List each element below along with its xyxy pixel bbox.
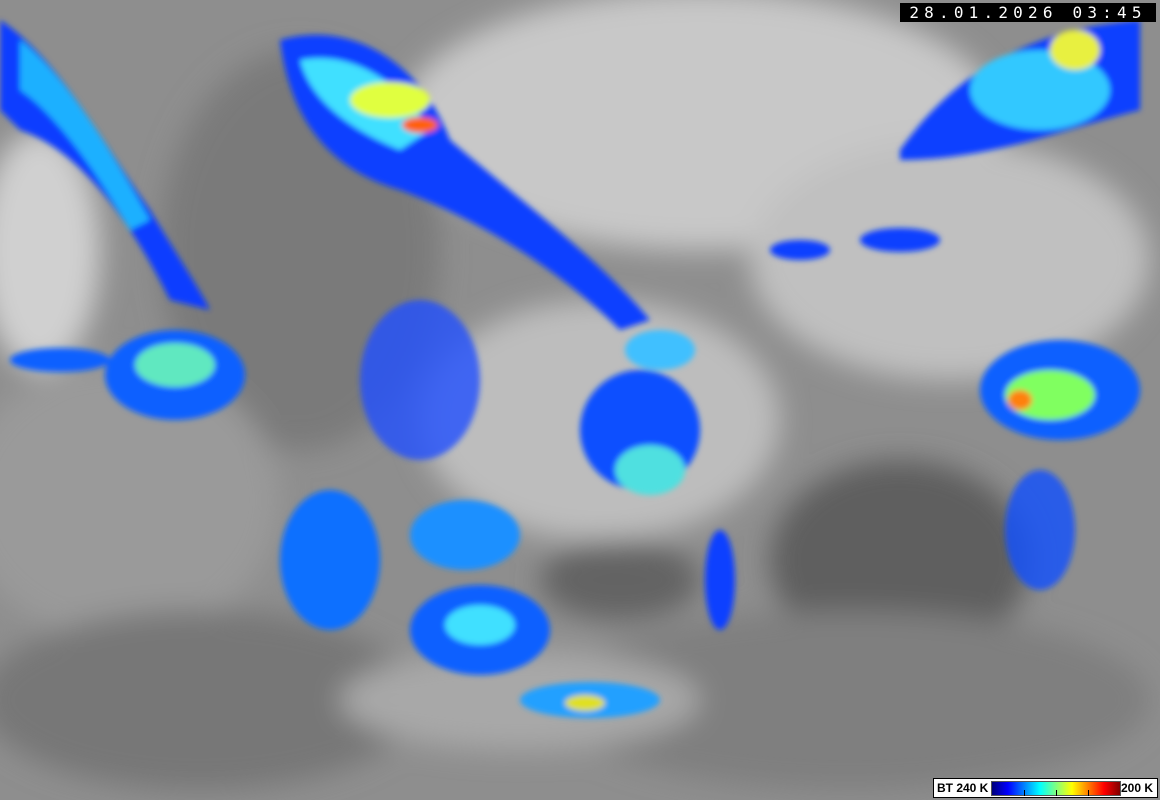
gray-cloud-layer [0,0,1150,790]
color-scale-bar [991,781,1121,796]
legend-tick [1024,790,1025,796]
cold-cloud-tops [0,20,1140,718]
legend-tick [1088,790,1089,796]
legend-tick [1056,790,1057,796]
color-scale-legend: BT 240 K 200 K [933,778,1158,798]
legend-max-label: 200 K [1120,781,1153,795]
legend-min-label: BT 240 K [937,781,989,795]
timestamp: 28.01.2026 03:45 [900,3,1156,22]
